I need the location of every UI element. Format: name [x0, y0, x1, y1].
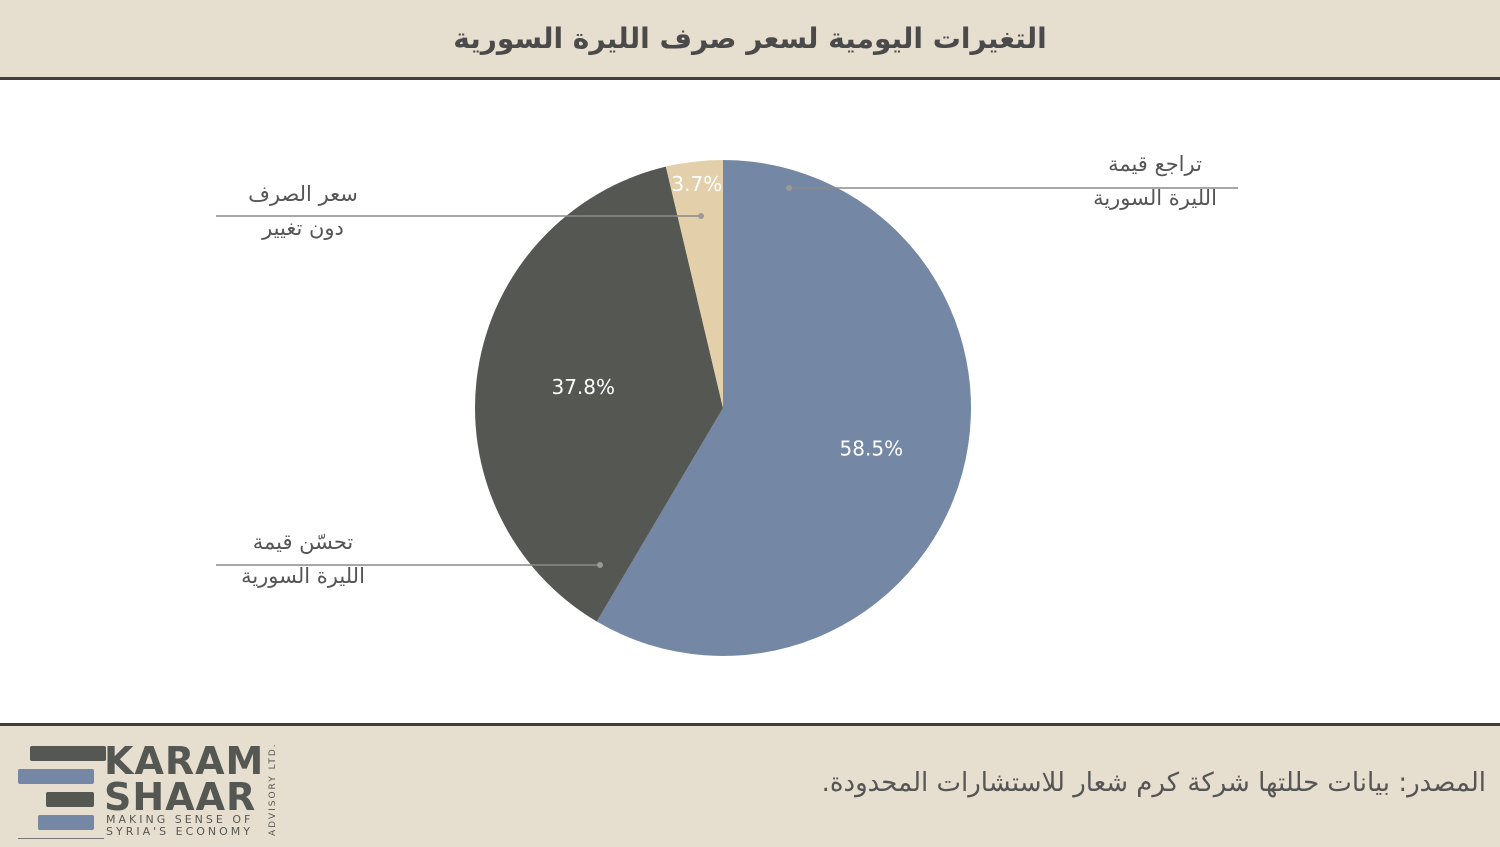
- logo-name-line2: SHAAR: [104, 775, 257, 819]
- slice-label-decline-line2: الليرة السورية: [1093, 186, 1217, 210]
- value-label-improve: 37.8%: [551, 375, 615, 399]
- slice-label-improve-line1: تحسّن قيمة: [252, 530, 354, 554]
- slice-label-improve-line2: الليرة السورية: [241, 564, 365, 588]
- source-note: المصدر: بيانات حللتها شركة كرم شعار للاس…: [821, 768, 1486, 798]
- logo-underline: [18, 838, 104, 839]
- logo-bar-2: [18, 769, 94, 784]
- slice-label-decline-line1: تراجع قيمة: [1108, 152, 1202, 176]
- leader-dot-unchanged: [698, 213, 704, 219]
- value-label-unchanged: 3.7%: [671, 172, 722, 196]
- logo-tagline-2: SYRIA'S ECONOMY: [106, 825, 254, 838]
- logo-bar-1: [30, 746, 106, 761]
- pie-slice-decline: [596, 160, 972, 656]
- chart-title: التغيرات اليومية لسعر صرف الليرة السورية: [453, 22, 1047, 55]
- logo-name-line1: KARAM: [104, 739, 265, 783]
- pie-slice-improve: [475, 166, 723, 622]
- slice-label-unchanged-line1: سعر الصرف: [248, 182, 358, 206]
- logo-tagline-1: MAKING SENSE OF: [106, 813, 254, 826]
- leader-dot-decline: [786, 185, 792, 191]
- slice-label-unchanged: سعر الصرف دون تغيير: [228, 182, 378, 240]
- slice-label-decline: تراجع قيمة الليرة السورية: [1080, 152, 1230, 210]
- pie-slice-unchanged: [665, 160, 723, 408]
- logo-vertical-text: ADVISORY LTD.: [268, 742, 278, 836]
- slice-label-improve: تحسّن قيمة الليرة السورية: [228, 530, 378, 588]
- logo-bar-4: [38, 815, 94, 830]
- company-logo: KARAM SHAAR MAKING SENSE OF SYRIA'S ECON…: [18, 742, 288, 842]
- leader-dot-improve: [597, 562, 603, 568]
- value-label-decline: 58.5%: [840, 437, 904, 461]
- slice-label-unchanged-line2: دون تغيير: [262, 216, 344, 240]
- footer-bar: KARAM SHAAR MAKING SENSE OF SYRIA'S ECON…: [0, 723, 1500, 847]
- logo-bar-3: [46, 792, 94, 807]
- header-bar: التغيرات اليومية لسعر صرف الليرة السورية: [0, 0, 1500, 80]
